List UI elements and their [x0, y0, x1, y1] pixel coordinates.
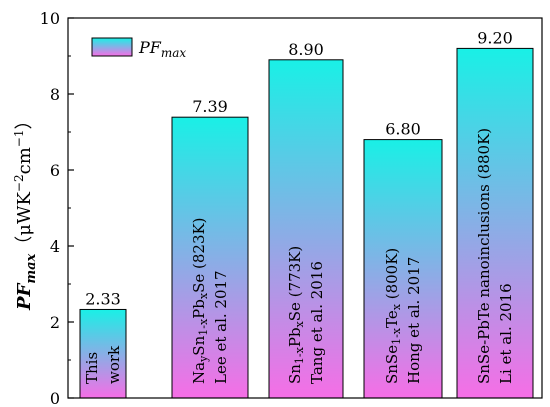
value-labels-layer: 2.33 7.39 8.90 6.80 9.20 [85, 28, 513, 308]
bar-category-label: Lee et al. 2017 [212, 270, 230, 384]
bar-category-label: This [83, 352, 101, 384]
y-tick-label: 6 [50, 161, 60, 180]
bar-category-label: work [105, 345, 123, 384]
legend: PFmax [91, 37, 186, 60]
bar-value-label: 8.90 [288, 40, 324, 59]
bars-layer [79, 47, 534, 399]
legend-swatch [91, 37, 133, 57]
bar-category-label: SnSe1-xTex (800K) [383, 248, 403, 384]
bar-value-label: 2.33 [85, 289, 121, 308]
bar-category-label: Tang et al. 2016 [308, 261, 326, 384]
y-tick-label: 2 [50, 313, 60, 332]
bar-category-label: Sn1-xPbxSe (773K) [286, 246, 306, 384]
y-axis-ticks: 0 2 4 6 8 10 [40, 9, 74, 407]
y-tick-label: 8 [50, 85, 60, 104]
bar [456, 47, 534, 399]
bar-value-label: 9.20 [477, 28, 513, 47]
bar [79, 308, 127, 399]
y-tick-label: 10 [40, 9, 60, 28]
y-tick-label: 4 [50, 237, 60, 256]
bar [363, 139, 443, 399]
bar-category-label: SnSe-PbTe nanoinclusions (880K) [475, 128, 493, 384]
bar-labels-layer: This work NaySn1-xPbxSe (823K)Lee et al. 2… [83, 128, 515, 384]
bar [171, 116, 249, 399]
y-axis-label: PFmax（μWK−2cm−1） [12, 112, 39, 311]
y-tick-label: 0 [50, 389, 60, 407]
bar-category-label: NaySn1-xPbxSe (823K) [190, 217, 210, 384]
bar-category-label: Li et al. 2016 [497, 283, 515, 384]
bar-value-label: 7.39 [192, 97, 228, 116]
legend-label: PFmax [138, 38, 186, 60]
bar [268, 59, 344, 399]
bar-category-label: Hong et al. 2017 [405, 257, 423, 384]
bar-value-label: 6.80 [385, 120, 421, 139]
